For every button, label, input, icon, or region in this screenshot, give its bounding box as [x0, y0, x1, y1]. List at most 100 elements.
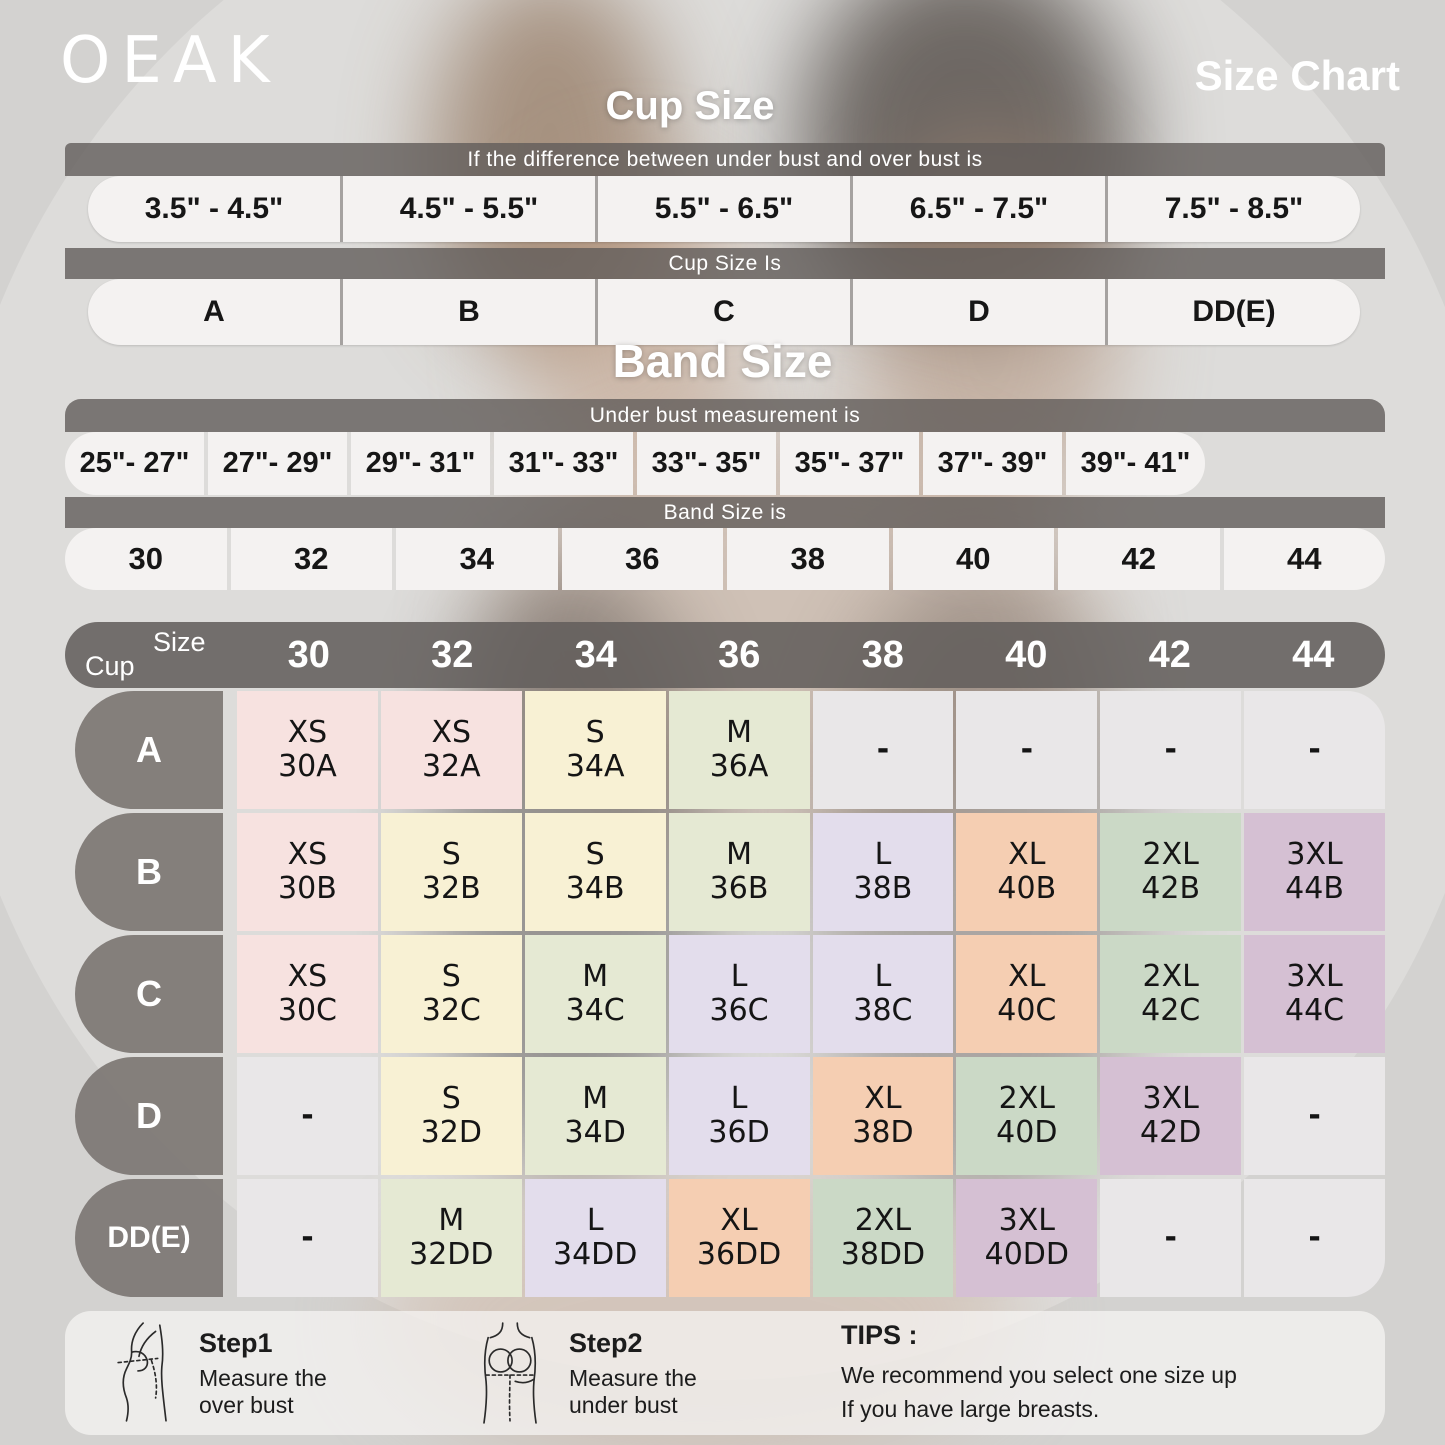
band-size-result-bar: Band Size is [65, 497, 1385, 528]
matrix-cell: - [237, 1057, 378, 1175]
matrix-cell-code: 32B [421, 871, 481, 906]
matrix-row-label: A [75, 691, 223, 809]
cup-letter-row: A B C D DD(E) [88, 279, 1360, 345]
matrix-cell-size: S [441, 1081, 461, 1117]
step2-line2: under bust [569, 1391, 678, 1418]
cup-range-cell: 3.5" - 4.5" [144, 192, 284, 225]
matrix-cell: M 36B [668, 813, 810, 931]
matrix-cell-size: L [730, 1081, 748, 1117]
matrix-corner-size-label: Size [153, 627, 206, 657]
brand-logo: OEAK [60, 24, 281, 98]
matrix-cell-code: 40D [996, 1115, 1058, 1150]
matrix-column-header: 34 [574, 633, 617, 676]
matrix-cell: XL 40B [956, 813, 1098, 931]
matrix-cell-code: 34C [565, 993, 625, 1028]
matrix-cell: 2XL 42B [1100, 813, 1242, 931]
matrix-cell-size: M [438, 1203, 465, 1239]
matrix-row: DD(E) - M 32DD L 34DD XL 36DD 2XL 38DD 3XL 40DD - - [65, 1179, 1385, 1297]
matrix-cell-code: 42D [1140, 1115, 1202, 1150]
band-range-cell: 33"- 35" [637, 432, 776, 495]
matrix-cell: S 34A [524, 691, 666, 809]
matrix-cell-code: 38D [852, 1115, 914, 1150]
cup-size-condition-bar: If the difference between under bust and… [65, 143, 1385, 176]
band-range-cell: 31"- 33" [494, 432, 633, 495]
matrix-cell-empty: - [301, 1098, 314, 1134]
measuring-instructions-panel: Step1 Measure the over bust [65, 1311, 1385, 1435]
tips-line2: If you have large breasts. [841, 1395, 1100, 1422]
cup-range-cell: 4.5" - 5.5" [340, 176, 595, 242]
step1-title: Step1 [199, 1328, 273, 1359]
matrix-cell: XL 38D [812, 1057, 954, 1175]
matrix-row-cells: - M 32DD L 34DD XL 36DD 2XL 38DD 3XL 40DD - - [237, 1179, 1385, 1297]
matrix-cell-empty: - [876, 732, 890, 768]
matrix-cell-empty: - [1020, 732, 1034, 768]
matrix-cell-size: L [874, 959, 892, 995]
matrix-cell-size: XL [720, 1203, 758, 1239]
matrix-cell-code: 42C [1141, 993, 1201, 1028]
matrix-cell-size: 2XL [1142, 837, 1199, 873]
band-number-cell: 34 [396, 528, 558, 590]
matrix-cell-code: 38B [853, 871, 913, 906]
matrix-cell-code: 36D [708, 1115, 770, 1150]
matrix-cell-empty: - [1308, 732, 1321, 768]
matrix-cell: S 32D [380, 1057, 522, 1175]
over-bust-measure-icon [99, 1321, 181, 1425]
matrix-cell: - [1100, 691, 1242, 809]
matrix-cell-size: 2XL [854, 1203, 912, 1239]
band-number-cell: 44 [1223, 528, 1385, 590]
matrix-row-label: DD(E) [75, 1179, 223, 1297]
matrix-cell-empty: - [1164, 1220, 1177, 1256]
matrix-cell-code: 40C [997, 993, 1057, 1028]
matrix-row: A XS 30A XS 32A S 34A M 36A - - - - [65, 691, 1385, 809]
tips-line1: We recommend you select one size up [841, 1362, 1237, 1389]
matrix-cell-size: S [441, 837, 461, 873]
matrix-cell-size: S [441, 959, 461, 995]
matrix-cell-code: 34DD [553, 1237, 638, 1272]
matrix-column-header: 42 [1148, 633, 1191, 676]
matrix-corner: Size Cup [65, 622, 237, 688]
matrix-cell: S 32B [380, 813, 522, 931]
matrix-cell-code: 38C [853, 993, 913, 1028]
band-range-cell: 35"- 37" [780, 432, 919, 495]
matrix-cell-code: 30C [277, 993, 337, 1028]
cup-letter-cell: C [595, 279, 850, 345]
matrix-cell-empty: - [1164, 732, 1177, 768]
band-size-heading: Band Size [612, 335, 833, 387]
matrix-cell: 3XL 40DD [956, 1179, 1098, 1297]
matrix-cell-size: XS [287, 959, 328, 995]
matrix-cell-code: 30A [278, 749, 337, 784]
matrix-cell: - [1100, 1179, 1242, 1297]
matrix-cell: L 36C [668, 935, 810, 1053]
matrix-cell-size: M [726, 715, 752, 751]
matrix-cell-code: 32D [420, 1115, 482, 1150]
matrix-column-header: 36 [718, 633, 761, 676]
band-number-cell: 42 [1058, 528, 1220, 590]
cup-letter-cell: B [340, 279, 595, 345]
matrix-cell: - [1244, 1057, 1385, 1175]
band-number-cell: 36 [561, 528, 723, 590]
matrix-cell-size: XS [431, 715, 472, 751]
matrix-cell: 3XL 44B [1244, 813, 1385, 931]
matrix-row: B XS 30B S 32B S 34B M 36B L 38B XL 40B 2XL 42B 3XL 44B [65, 813, 1385, 931]
matrix-cell: XS 30C [237, 935, 378, 1053]
page-title: Size Chart [1194, 52, 1400, 99]
cup-range-cell: 6.5" - 7.5" [850, 176, 1105, 242]
matrix-corner-cup-label: Cup [85, 651, 135, 681]
matrix-header: Size Cup 30 32 34 36 38 40 42 44 [65, 622, 1385, 688]
step2-line1: Measure the [569, 1365, 697, 1392]
matrix-cell: M 32DD [380, 1179, 522, 1297]
matrix-cell-code: 34A [565, 749, 625, 784]
matrix-cell-size: S [585, 837, 605, 873]
matrix-cell: - [1244, 691, 1385, 809]
matrix-cell: XS 30B [237, 813, 378, 931]
matrix-cell: XS 30A [237, 691, 378, 809]
matrix-cell-size: L [874, 837, 892, 873]
cup-range-cell: 5.5" - 6.5" [595, 176, 850, 242]
matrix-cell-code: 32DD [409, 1237, 494, 1272]
matrix-row-label: C [75, 935, 223, 1053]
matrix-cell: 2XL 42C [1100, 935, 1242, 1053]
matrix-cell-code: 44B [1285, 871, 1344, 906]
matrix-cell-code: 32C [421, 993, 481, 1028]
matrix-cell-size: M [582, 959, 609, 995]
